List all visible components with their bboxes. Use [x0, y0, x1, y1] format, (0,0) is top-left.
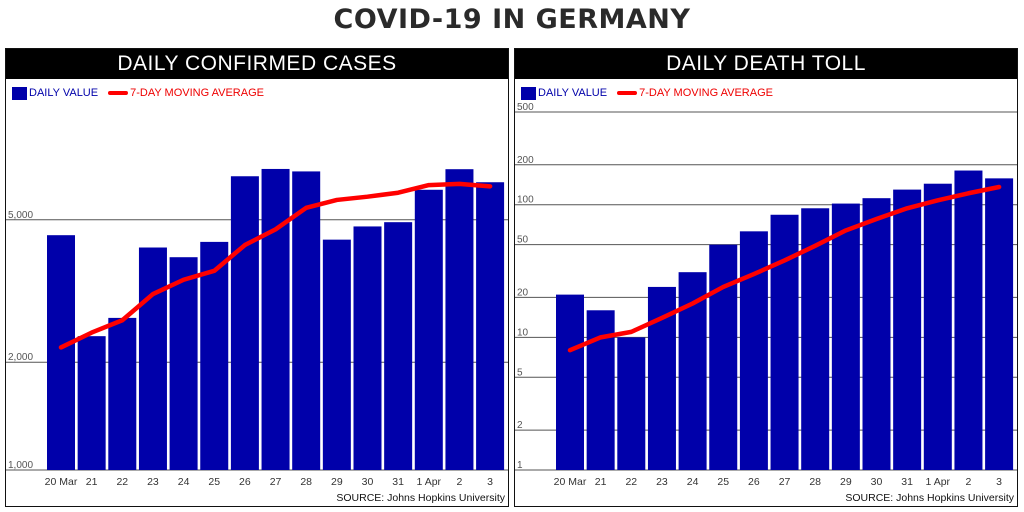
bar-daily-value: [556, 294, 584, 470]
x-tick-label: 27: [779, 476, 791, 488]
bar-daily-value: [985, 178, 1014, 470]
x-tick-label: 23: [656, 476, 668, 488]
bar-daily-value: [169, 257, 198, 470]
x-tick-label: 21: [86, 476, 98, 488]
x-tick-label: 20 Mar: [554, 476, 587, 488]
x-tick-label: 25: [208, 476, 220, 488]
x-tick-label: 21: [595, 476, 607, 488]
bar-daily-value: [108, 317, 137, 470]
x-tick-label: 3: [996, 476, 1002, 488]
x-tick-label: 2: [457, 476, 463, 488]
x-tick-label: 28: [809, 476, 821, 488]
cases-chart-title: DAILY CONFIRMED CASES: [6, 49, 508, 79]
bar-daily-value: [862, 198, 891, 470]
legend-line-swatch: [617, 91, 638, 95]
y-tick-label: 20: [517, 287, 529, 298]
x-tick-label: 30: [871, 476, 883, 488]
deaths-chart-title: DAILY DEATH TOLL: [515, 49, 1017, 79]
y-tick-label: 1,000: [8, 460, 33, 471]
bar-daily-value: [138, 247, 167, 470]
bar-daily-value: [923, 183, 952, 471]
bar-daily-value: [77, 336, 106, 470]
y-tick-label: 50: [517, 235, 529, 246]
cases-legend: DAILY VALUE 7-DAY MOVING AVERAGE: [12, 86, 264, 100]
bar-daily-value: [353, 226, 382, 470]
x-tick-label: 28: [300, 476, 312, 488]
bar-daily-value: [384, 222, 413, 470]
x-tick-label: 31: [392, 476, 404, 488]
legend-line-swatch: [108, 91, 129, 95]
legend-bar-swatch: [521, 86, 536, 100]
x-tick-label: 22: [116, 476, 128, 488]
x-tick-label: 24: [178, 476, 190, 488]
x-tick-label: 31: [901, 476, 913, 488]
y-tick-label: 10: [517, 327, 529, 338]
x-tick-label: 29: [840, 476, 852, 488]
legend-daily-value-label: DAILY VALUE: [538, 87, 608, 99]
x-tick-label: 1 Apr: [417, 476, 442, 488]
y-tick-label: 2: [517, 420, 523, 431]
main-title: COVID-19 IN GERMANY: [333, 4, 691, 35]
x-tick-label: 20 Mar: [45, 476, 78, 488]
bar-daily-value: [261, 168, 290, 471]
cases-chart-panel: DAILY CONFIRMED CASES 1,000 2,000 5,000 20 …: [5, 48, 509, 507]
y-tick-label: 100: [517, 195, 534, 206]
y-tick-label: 5: [517, 367, 523, 378]
bar-daily-value: [770, 214, 799, 470]
moving-average-line: [567, 184, 1002, 353]
source-note: SOURCE: Johns Hopkins University: [336, 492, 505, 504]
x-tick-label: 22: [625, 476, 637, 488]
y-tick-label: 5,000: [8, 210, 33, 221]
legend-daily-value-label: DAILY VALUE: [29, 87, 99, 99]
bar-daily-value: [893, 189, 922, 471]
deaths-chart-panel: DAILY DEATH TOLL 1 2 5 10 20 50 100 200 500 20 Ma…: [514, 48, 1018, 507]
x-tick-label: 26: [748, 476, 760, 488]
legend-moving-average-label: 7-DAY MOVING AVERAGE: [130, 87, 264, 99]
x-tick-label: 27: [270, 476, 282, 488]
bar-daily-value: [617, 337, 646, 470]
x-tick-label: 1 Apr: [926, 476, 951, 488]
bar-daily-value: [414, 189, 443, 470]
legend-bar-swatch: [12, 86, 27, 100]
x-tick-label: 23: [147, 476, 159, 488]
bar-daily-value: [739, 231, 768, 470]
x-tick-label: 26: [239, 476, 251, 488]
source-note: SOURCE: Johns Hopkins University: [845, 492, 1014, 504]
moving-average-line: [58, 181, 493, 350]
bar-daily-value: [292, 171, 321, 470]
deaths-legend: DAILY VALUE 7-DAY MOVING AVERAGE: [521, 86, 773, 100]
bar-daily-value: [200, 241, 229, 470]
bar-daily-value: [47, 235, 75, 470]
bar-daily-value: [230, 176, 259, 470]
x-tick-label: 2: [966, 476, 972, 488]
bar-daily-value: [476, 182, 505, 470]
bar-daily-value: [445, 169, 474, 470]
bar-daily-value: [831, 203, 860, 470]
x-tick-label: 30: [362, 476, 374, 488]
y-tick-label: 1: [517, 460, 523, 471]
legend-moving-average-label: 7-DAY MOVING AVERAGE: [639, 87, 773, 99]
x-tick-label: 3: [487, 476, 493, 488]
x-tick-label: 24: [687, 476, 699, 488]
y-tick-label: 2,000: [8, 352, 33, 363]
x-tick-label: 29: [331, 476, 343, 488]
bar-daily-value: [709, 244, 738, 470]
bar-daily-value: [322, 239, 351, 470]
x-tick-label: 25: [717, 476, 729, 488]
bar-daily-value: [954, 170, 983, 470]
y-tick-label: 200: [517, 155, 534, 166]
y-tick-label: 500: [517, 102, 534, 113]
